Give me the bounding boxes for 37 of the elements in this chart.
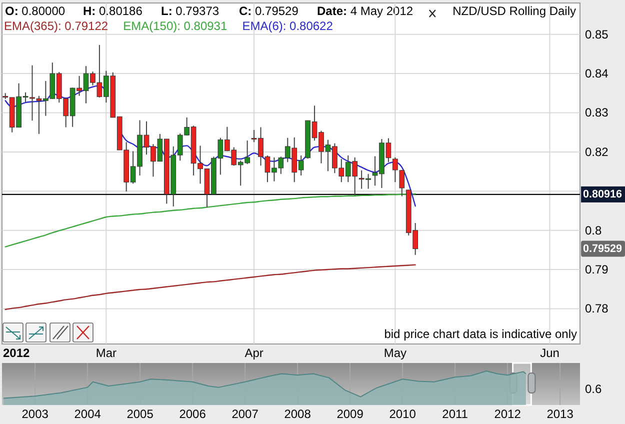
x-tick-label: Mar [96, 346, 117, 360]
text: EMA(150): 0.80931 [123, 19, 228, 33]
x-tick-label: 2013 [546, 407, 574, 421]
x-tick-label: 2008 [284, 407, 312, 421]
annotation: H: 0.80186 [83, 4, 143, 18]
y-tick-label: 0.85 [585, 27, 609, 42]
x-tick-label: 2010 [389, 407, 416, 421]
y-tick-label: 0.8 [585, 223, 602, 238]
annotation: 0.79529 [583, 242, 623, 255]
x-tick-label: Jun [540, 346, 560, 360]
x-tick-label: 2012 [494, 407, 522, 421]
annotation: bid price chart data is indicative only [384, 327, 577, 341]
x-tick-label: 2007 [232, 407, 259, 421]
text: EMA(6): 0.80622 [242, 19, 334, 33]
x-tick-label: 2006 [179, 407, 206, 421]
y-tick-label: 0.79 [585, 262, 609, 277]
x-tick-label: 2011 [442, 407, 468, 421]
line-series [4, 264, 416, 310]
x-tick-label: 2004 [74, 407, 102, 421]
annotation: O: 0.80000 [5, 4, 66, 18]
annotation: L: 0.79373 [161, 4, 220, 18]
line-series [4, 193, 416, 248]
y-tick-label: 0.78 [585, 302, 609, 316]
y-tick-label: 0.83 [585, 106, 609, 120]
x-tick-label: 2005 [126, 407, 154, 421]
text: 0.6 [585, 382, 602, 396]
x-tick-label: 2009 [336, 407, 364, 421]
ref-line-label: 0.80916 [583, 188, 623, 200]
annotation: Date: 4 May 2012 [317, 4, 414, 18]
chart-title: NZD/USD Rolling Daily [452, 4, 576, 18]
y-tick-label: 0.84 [585, 66, 609, 81]
text: EMA(365): 0.79122 [4, 19, 108, 33]
annotation: C: 0.79529 [239, 4, 299, 18]
y-tick-label: 0.82 [585, 144, 609, 159]
x-tick-label: Apr [244, 346, 264, 360]
x-tick-label: May [384, 346, 407, 360]
x-tick-label: 2003 [22, 407, 49, 421]
